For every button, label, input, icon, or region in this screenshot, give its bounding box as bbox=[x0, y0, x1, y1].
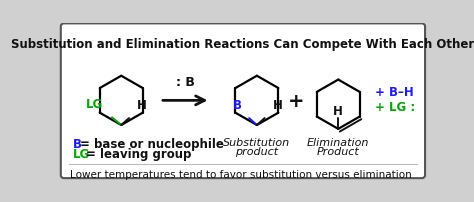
Text: H: H bbox=[273, 99, 282, 112]
Text: Substitution and Elimination Reactions Can Compete With Each Other: Substitution and Elimination Reactions C… bbox=[11, 38, 474, 51]
FancyBboxPatch shape bbox=[61, 24, 425, 178]
Text: LG: LG bbox=[85, 97, 103, 110]
Text: H: H bbox=[333, 104, 343, 117]
Text: product: product bbox=[235, 146, 278, 156]
Text: Lower temperatures tend to favor substitution versus elimination: Lower temperatures tend to favor substit… bbox=[70, 169, 412, 179]
Text: LG: LG bbox=[73, 148, 91, 161]
Text: + LG :: + LG : bbox=[375, 101, 416, 114]
Text: B: B bbox=[232, 99, 241, 112]
Text: = base or nucleophile: = base or nucleophile bbox=[80, 138, 224, 150]
Text: Elimination: Elimination bbox=[307, 138, 369, 148]
Text: B: B bbox=[73, 138, 82, 150]
Text: Substitution: Substitution bbox=[223, 138, 291, 148]
Text: +: + bbox=[287, 92, 304, 110]
Text: + B–H: + B–H bbox=[375, 85, 414, 98]
Text: Product: Product bbox=[317, 146, 360, 156]
Text: = leaving group: = leaving group bbox=[86, 148, 191, 161]
Text: : B: : B bbox=[176, 76, 195, 89]
Text: H: H bbox=[137, 99, 146, 112]
